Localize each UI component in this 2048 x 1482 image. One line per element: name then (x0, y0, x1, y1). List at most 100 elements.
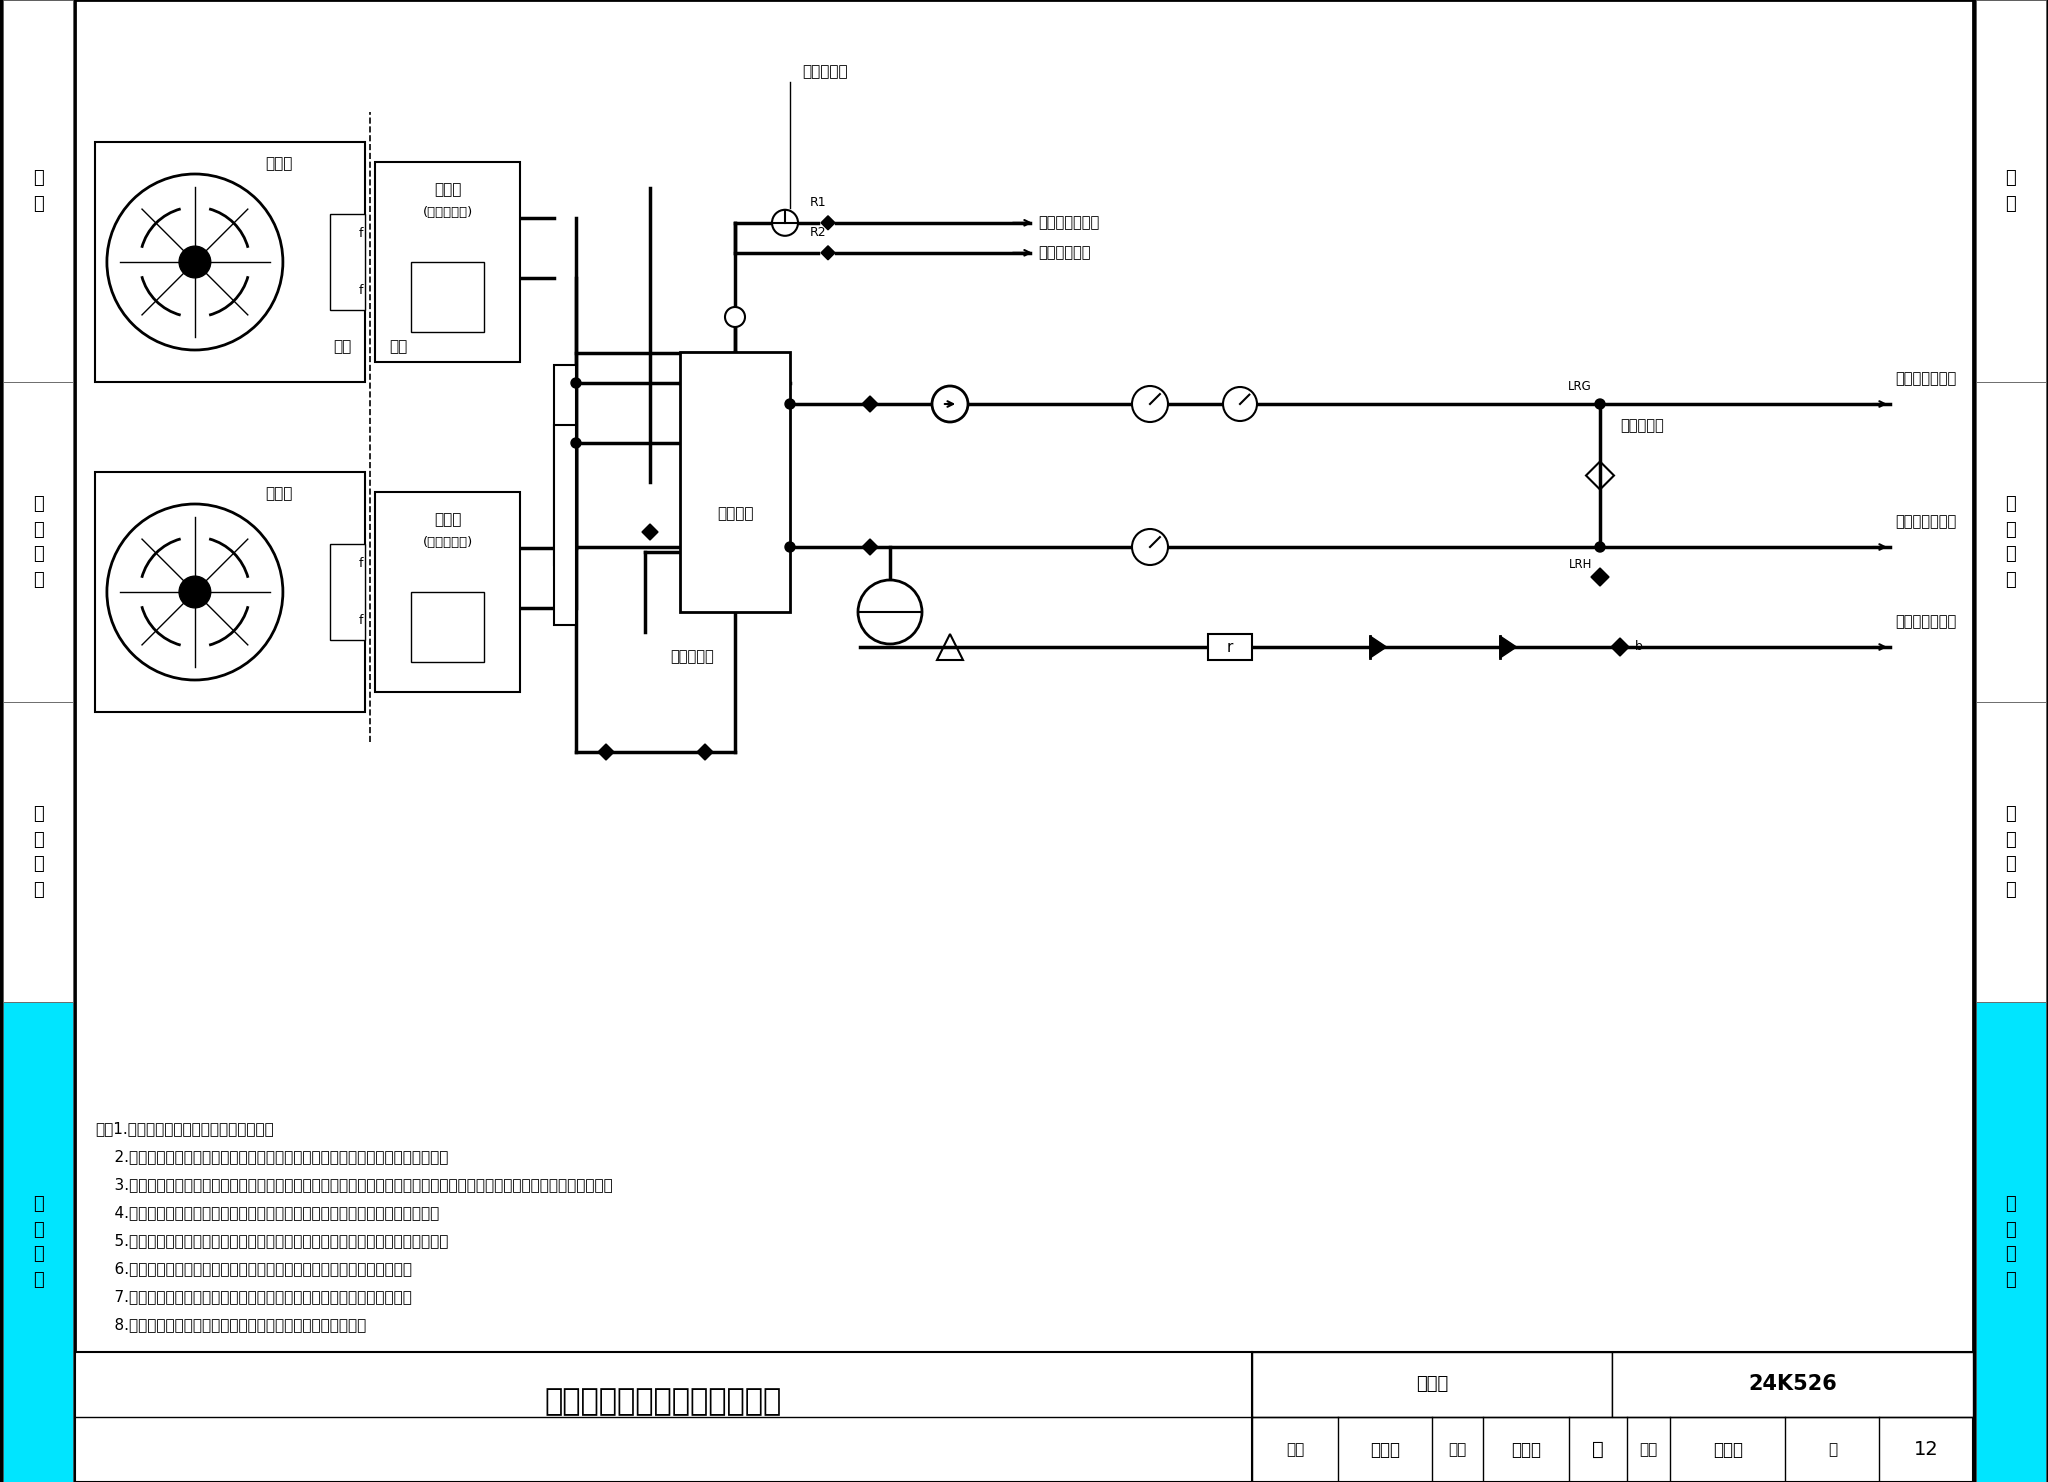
Text: 董大纲: 董大纲 (1370, 1441, 1401, 1458)
Polygon shape (1612, 637, 1628, 657)
Text: R2: R2 (809, 225, 825, 239)
Bar (1972, 0, 2048, 1482)
Bar (375, 162, 520, 362)
Text: 室内机: 室内机 (434, 182, 461, 197)
Bar (330, 213, 365, 310)
Bar (2, 1002, 74, 1482)
Text: LRH: LRH (1569, 559, 1591, 572)
Bar (375, 492, 520, 692)
Text: 页: 页 (1827, 1442, 1837, 1457)
Text: 室内: 室内 (389, 339, 408, 354)
Text: 24K526: 24K526 (1749, 1374, 1837, 1395)
Text: 缓冲水箱: 缓冲水箱 (717, 505, 754, 520)
Text: 附
录: 附 录 (2005, 169, 2017, 212)
Bar (330, 544, 365, 640)
Text: 邓有源: 邓有源 (1712, 1441, 1743, 1458)
Bar (555, 365, 575, 565)
Text: 系
统
设
计: 系 统 设 计 (33, 1196, 43, 1288)
Polygon shape (1499, 636, 1516, 658)
Text: 3.机组主机设置在室外，室内机（内置一级循环泵）、缓冲水箱、二级循环泵、膨胀罐等附属设备及管路、配件设在室内。: 3.机组主机设置在室外，室内机（内置一级循环泵）、缓冲水箱、二级循环泵、膨胀罐等… (94, 1177, 612, 1192)
Text: 接排水系统: 接排水系统 (670, 649, 715, 664)
Circle shape (1133, 529, 1167, 565)
Text: 接生活给水系统: 接生活给水系统 (1894, 615, 1956, 630)
Polygon shape (1591, 568, 1610, 585)
Bar (1976, 0, 2046, 382)
Text: 8.多台热泵机组供暖（冷）时，宜优先选用同型号机组并联。: 8.多台热泵机组供暖（冷）时，宜优先选用同型号机组并联。 (94, 1317, 367, 1332)
Circle shape (858, 579, 922, 645)
Text: f: f (358, 227, 362, 240)
Polygon shape (1370, 636, 1386, 658)
Text: 分体式机组三联供系统原理图: 分体式机组三联供系统原理图 (545, 1387, 782, 1415)
Polygon shape (862, 396, 879, 412)
Bar (76, 1352, 1972, 1482)
Bar (2, 0, 74, 382)
Bar (1612, 1352, 1972, 1417)
Text: 注：1.本页适用于分体式机组三联供系统。: 注：1.本页适用于分体式机组三联供系统。 (94, 1120, 274, 1137)
Text: （间接加热）: （间接加热） (1038, 246, 1090, 261)
Bar (0, 0, 76, 1482)
Text: 12: 12 (1913, 1441, 1939, 1458)
Text: 接末端供水干管: 接末端供水干管 (1894, 372, 1956, 387)
Circle shape (725, 307, 745, 328)
Circle shape (1133, 385, 1167, 422)
Circle shape (178, 246, 211, 277)
Text: f: f (358, 615, 362, 627)
Text: R1: R1 (809, 196, 825, 209)
Text: 接生活热水水箱: 接生活热水水箱 (1038, 215, 1100, 230)
Bar (94, 471, 365, 711)
Circle shape (784, 542, 795, 551)
Text: 附
录: 附 录 (33, 169, 43, 212)
Text: 浙: 浙 (1591, 1441, 1604, 1458)
Text: 图集号: 图集号 (1415, 1375, 1448, 1393)
Bar (412, 262, 483, 332)
Bar (1208, 634, 1251, 659)
Text: 室外机: 室外机 (264, 157, 293, 172)
Bar (1976, 382, 2046, 702)
Text: 施
工
安
装: 施 工 安 装 (2005, 806, 2017, 898)
Bar (555, 425, 575, 625)
Text: 2.本图一级循环泵为热泵机组内置泵，设计人员可根据工程情况选用外置循环泵。: 2.本图一级循环泵为热泵机组内置泵，设计人员可根据工程情况选用外置循环泵。 (94, 1149, 449, 1163)
Bar (412, 591, 483, 662)
Text: 校对: 校对 (1448, 1442, 1466, 1457)
Bar (1976, 702, 2046, 1002)
Text: 7.本图选用两台热泵机组，设计人员可根据工程情况选择热泵机组数量。: 7.本图选用两台热泵机组，设计人员可根据工程情况选择热泵机组数量。 (94, 1289, 412, 1304)
Circle shape (772, 210, 799, 236)
Text: (内置循环泵): (内置循环泵) (422, 206, 473, 218)
Text: 工
程
实
例: 工 程 实 例 (33, 495, 43, 588)
Circle shape (1595, 542, 1606, 551)
Text: 吕东彦: 吕东彦 (1511, 1441, 1540, 1458)
Text: 施
工
安
装: 施 工 安 装 (33, 806, 43, 898)
Text: 室外机: 室外机 (264, 486, 293, 501)
Circle shape (178, 576, 211, 608)
Text: r: r (1227, 640, 1233, 655)
Text: 4.末端可采用风机盘管供暖（冷）、地面辐射供暖、低水温散热器供暖等设备。: 4.末端可采用风机盘管供暖（冷）、地面辐射供暖、低水温散热器供暖等设备。 (94, 1205, 438, 1220)
Circle shape (1223, 387, 1257, 421)
Polygon shape (821, 216, 836, 230)
Text: 电动三通阀: 电动三通阀 (803, 65, 848, 80)
Circle shape (571, 439, 582, 448)
Text: f: f (358, 285, 362, 298)
Text: (内置循环泵): (内置循环泵) (422, 535, 473, 548)
Text: 5.采用间接方式加热生活热水，电动三通阀根据生活热水蓄热水箱温度调节开度。: 5.采用间接方式加热生活热水，电动三通阀根据生活热水蓄热水箱温度调节开度。 (94, 1233, 449, 1248)
Bar (94, 142, 365, 382)
Polygon shape (696, 744, 713, 760)
Text: 设计: 设计 (1638, 1442, 1657, 1457)
Circle shape (1595, 399, 1606, 409)
Polygon shape (598, 744, 614, 760)
Text: 系
统
设
计: 系 统 设 计 (2005, 1196, 2017, 1288)
Text: b: b (1634, 640, 1642, 654)
Text: 审核: 审核 (1286, 1442, 1305, 1457)
Circle shape (784, 399, 795, 409)
Text: 室内机: 室内机 (434, 513, 461, 528)
Text: 压差旁通阀: 压差旁通阀 (1620, 418, 1663, 433)
Polygon shape (641, 525, 657, 539)
Polygon shape (821, 246, 836, 259)
Bar (680, 353, 791, 612)
Circle shape (932, 385, 969, 422)
Text: f: f (358, 557, 362, 569)
Text: 工
程
实
例: 工 程 实 例 (2005, 495, 2017, 588)
Text: 接末端回水干管: 接末端回水干管 (1894, 514, 1956, 529)
Bar (2, 702, 74, 1002)
Bar (1251, 1352, 1612, 1417)
Text: 6.设计人员根据系统水容量、热泵机组融霜功能确定是否设置缓冲水箱。: 6.设计人员根据系统水容量、热泵机组融霜功能确定是否设置缓冲水箱。 (94, 1261, 412, 1276)
